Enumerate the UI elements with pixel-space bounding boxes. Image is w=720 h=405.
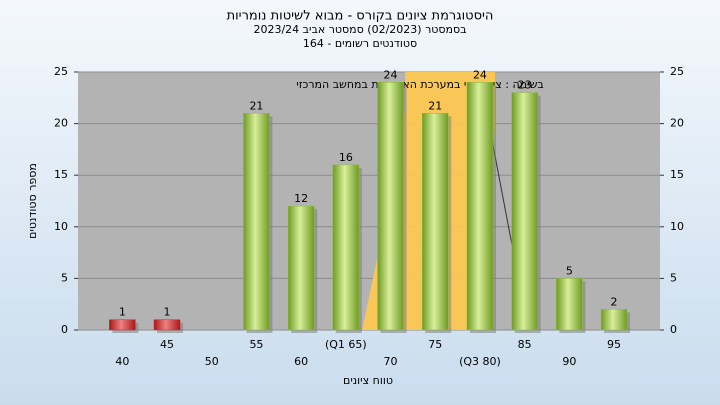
data-label: 23 [518,79,532,92]
data-label: 21 [428,99,442,112]
chart-title: היסטוגרמת ציונים בקורס - מבוא לשיטות נומ… [227,9,494,24]
data-label: 16 [339,151,353,164]
x-tick-label: 45 [160,338,174,351]
bar [153,319,181,331]
x-tick-label: 40 [115,355,129,368]
y-tick-label: 10 [670,220,684,233]
data-label: 5 [566,264,573,277]
bar [511,92,538,331]
x-tick-label: 85 [518,338,532,351]
bar [600,309,628,331]
x-tick-label: 95 [607,338,621,351]
data-label: 12 [294,192,308,205]
y-tick-label: 15 [54,168,68,181]
chart-subtitle: בסמסטר (02/2023) סמסטר אביב 2023/24 [253,23,466,36]
y-tick-label: 10 [54,220,68,233]
bar [287,205,315,331]
x-tick-label: 60 [294,355,308,368]
y-tick-label: 0 [670,323,677,336]
x-tick-label: (Q1 65) [325,338,367,351]
y-tick-label: 25 [54,65,68,78]
y-tick-label: 5 [670,271,677,284]
y-tick-label: 20 [54,117,68,130]
chart-subtitle: סטודנטים רשומים - 164 [303,37,417,50]
annotation: בשימה : ציון סופי במערכת האקדמית במחשב ה… [296,78,544,91]
x-axis-label: טווח ציונים [343,374,393,387]
bar [332,164,360,331]
bar [466,82,494,331]
bar [556,278,583,331]
bar [243,113,270,331]
data-label: 21 [249,99,263,112]
bar [109,319,136,331]
y-tick-label: 0 [61,323,68,336]
x-tick-label: 70 [384,355,398,368]
y-tick-label: 5 [61,271,68,284]
x-tick-label: 50 [205,355,219,368]
data-label: 24 [473,68,487,81]
data-label: 1 [119,306,126,319]
x-tick-label: 55 [249,338,263,351]
data-label: 2 [611,295,618,308]
x-tick-label: 90 [562,355,576,368]
y-axis-label: מספר סטודנטים [26,163,39,239]
x-tick-label: (Q3 80) [459,355,501,368]
data-label: 24 [384,68,398,81]
x-tick-label: 75 [428,338,442,351]
bar [422,113,449,331]
y-tick-label: 25 [670,65,684,78]
y-tick-label: 15 [670,168,684,181]
y-tick-label: 20 [670,117,684,130]
bar [377,82,404,331]
data-label: 1 [164,306,171,319]
